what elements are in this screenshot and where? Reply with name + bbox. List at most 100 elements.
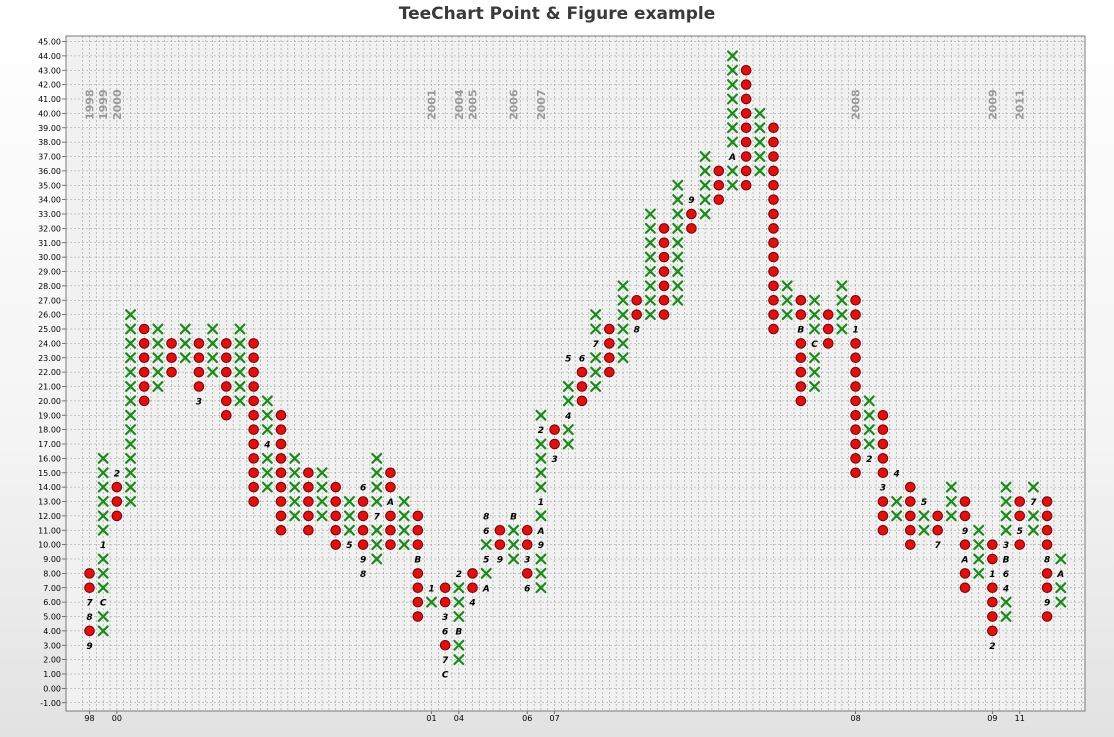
month-label: C <box>100 599 107 609</box>
x-mark <box>672 237 684 249</box>
x-stroke <box>480 567 492 579</box>
x-stroke <box>179 337 191 349</box>
o-mark <box>439 639 451 651</box>
x-stroke <box>1055 582 1067 594</box>
month-label: 4 <box>892 469 899 479</box>
month-label: 4 <box>468 599 475 609</box>
o-mark <box>412 611 424 622</box>
x-mark <box>316 467 328 479</box>
o-mark <box>248 438 259 450</box>
o-mark <box>467 568 478 579</box>
x-stroke <box>973 539 985 551</box>
o-mark <box>439 596 451 608</box>
x-mark <box>97 625 109 637</box>
month-label: 5 <box>1017 527 1023 537</box>
x-mark <box>97 567 109 579</box>
month-label: 2 <box>538 426 544 436</box>
x-stroke <box>125 467 137 479</box>
y-tick-label: 15.00 <box>38 469 61 478</box>
x-stroke <box>1000 496 1012 507</box>
x-stroke <box>97 582 109 594</box>
x-stroke <box>316 496 328 507</box>
x-stroke <box>1000 510 1012 522</box>
x-stroke <box>453 610 465 623</box>
o-mark <box>713 194 725 205</box>
month-label: 7 <box>935 541 942 551</box>
year-label: 2000 <box>111 89 124 120</box>
o-mark <box>221 366 232 378</box>
x-mark <box>891 510 903 522</box>
o-mark <box>795 381 807 392</box>
month-label: 7 <box>1030 498 1037 508</box>
o-mark <box>1041 510 1053 522</box>
o-mark <box>959 568 971 579</box>
o-mark <box>850 424 861 435</box>
o-mark <box>740 79 752 90</box>
x-stroke <box>535 567 547 579</box>
o-mark <box>850 381 861 392</box>
x-mark <box>863 438 875 450</box>
x-stroke <box>726 64 738 76</box>
x-mark <box>125 438 137 450</box>
y-tick-label: 3.00 <box>43 641 61 650</box>
month-label: 5 <box>565 354 571 364</box>
x-mark <box>480 539 492 551</box>
o-mark <box>248 481 259 493</box>
x-stroke <box>343 524 355 536</box>
x-mark <box>973 553 985 565</box>
o-mark <box>850 395 861 407</box>
y-tick-label: 27.00 <box>38 296 61 305</box>
y-tick-label: 22.00 <box>38 368 61 377</box>
x-stroke <box>125 409 137 421</box>
x-stroke <box>699 151 711 162</box>
month-label: 4 <box>564 412 571 422</box>
o-mark <box>795 366 807 378</box>
x-stroke <box>644 294 656 306</box>
o-mark <box>221 395 232 407</box>
o-mark <box>604 352 615 364</box>
o-mark <box>959 582 971 594</box>
o-mark <box>248 338 259 349</box>
x-mark <box>562 424 574 436</box>
x-mark <box>289 510 301 522</box>
x-mark <box>207 366 219 378</box>
o-mark <box>795 309 807 320</box>
x-stroke <box>97 510 109 522</box>
month-label: 1 <box>100 541 106 551</box>
o-mark <box>658 309 670 320</box>
o-mark <box>412 510 424 522</box>
o-mark <box>768 136 779 148</box>
x-mark <box>672 208 684 220</box>
x-mark <box>371 539 383 551</box>
x-tick-label: 07 <box>550 714 560 723</box>
x-mark <box>809 381 821 392</box>
o-mark <box>412 596 424 608</box>
o-mark <box>905 481 916 493</box>
x-mark <box>152 352 164 364</box>
x-mark <box>179 337 191 349</box>
x-mark <box>261 395 273 407</box>
x-stroke <box>97 524 109 536</box>
o-mark <box>275 409 287 421</box>
month-label: A <box>1056 570 1064 580</box>
x-tick-label: 08 <box>850 714 860 723</box>
x-mark <box>508 553 520 565</box>
x-stroke <box>125 337 137 349</box>
o-mark <box>905 539 916 550</box>
x-mark <box>590 352 602 364</box>
x-mark <box>726 64 738 76</box>
x-stroke <box>562 438 574 450</box>
o-mark <box>221 381 232 392</box>
o-mark <box>740 179 752 191</box>
pnf-columns <box>84 50 1067 666</box>
o-mark <box>905 496 916 507</box>
x-mark <box>508 539 520 551</box>
x-stroke <box>973 553 985 565</box>
month-label: B <box>1003 556 1010 566</box>
y-tick-label: 13.00 <box>38 498 61 507</box>
x-mark <box>289 481 301 493</box>
x-mark <box>97 481 109 493</box>
x-stroke <box>97 610 109 623</box>
x-stroke <box>809 352 821 364</box>
o-mark <box>631 294 643 306</box>
